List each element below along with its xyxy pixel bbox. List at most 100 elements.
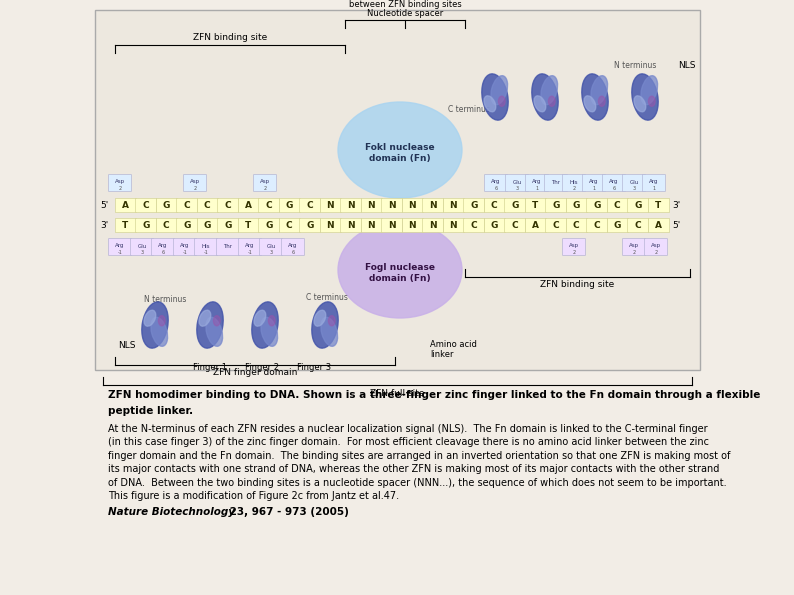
Text: C terminus: C terminus: [306, 293, 348, 302]
Text: C: C: [306, 201, 313, 209]
FancyBboxPatch shape: [402, 218, 422, 232]
Text: Finger 3: Finger 3: [297, 363, 331, 372]
FancyBboxPatch shape: [562, 174, 585, 192]
Text: FokI nuclease: FokI nuclease: [365, 142, 435, 152]
Text: T: T: [532, 201, 538, 209]
Text: finger domain and the Fn domain.  The binding sites are arranged in an inverted : finger domain and the Fn domain. The bin…: [108, 450, 730, 461]
FancyBboxPatch shape: [622, 174, 646, 192]
Text: 3': 3': [101, 221, 109, 230]
FancyBboxPatch shape: [484, 174, 507, 192]
Text: C: C: [491, 201, 498, 209]
FancyBboxPatch shape: [95, 10, 700, 370]
FancyBboxPatch shape: [197, 218, 218, 232]
Text: A: A: [245, 201, 252, 209]
Text: G: G: [142, 221, 149, 230]
Text: 23, 967 - 973 (2005): 23, 967 - 973 (2005): [226, 506, 349, 516]
Text: 2: 2: [194, 186, 197, 190]
FancyBboxPatch shape: [279, 218, 300, 232]
Text: ZFN full site: ZFN full site: [370, 389, 425, 398]
FancyBboxPatch shape: [545, 174, 568, 192]
Ellipse shape: [151, 317, 168, 346]
FancyBboxPatch shape: [586, 218, 607, 232]
Ellipse shape: [206, 317, 222, 346]
FancyBboxPatch shape: [197, 198, 218, 212]
FancyBboxPatch shape: [484, 218, 505, 232]
Text: N: N: [326, 201, 334, 209]
Text: peptide linker.: peptide linker.: [108, 406, 193, 416]
Text: N: N: [449, 221, 457, 230]
FancyBboxPatch shape: [648, 198, 669, 212]
FancyBboxPatch shape: [195, 239, 218, 255]
Text: Arg: Arg: [589, 180, 599, 184]
FancyBboxPatch shape: [504, 198, 526, 212]
FancyBboxPatch shape: [648, 218, 669, 232]
Text: Nature Biotechnology: Nature Biotechnology: [108, 506, 235, 516]
Text: Arg: Arg: [532, 180, 542, 184]
Text: 2: 2: [572, 249, 576, 255]
Ellipse shape: [142, 302, 168, 348]
Text: N: N: [449, 201, 457, 209]
Text: N: N: [408, 201, 416, 209]
FancyBboxPatch shape: [381, 218, 403, 232]
Text: 5': 5': [101, 201, 109, 209]
Text: G: G: [470, 201, 477, 209]
Text: between ZFN binding sites: between ZFN binding sites: [349, 0, 461, 9]
FancyBboxPatch shape: [603, 174, 626, 192]
Text: G: G: [593, 201, 600, 209]
Ellipse shape: [261, 317, 278, 346]
FancyBboxPatch shape: [260, 239, 283, 255]
Text: Asp: Asp: [260, 180, 270, 184]
FancyBboxPatch shape: [506, 174, 529, 192]
FancyBboxPatch shape: [258, 198, 279, 212]
Text: ZFN binding site: ZFN binding site: [193, 33, 267, 42]
FancyBboxPatch shape: [443, 198, 464, 212]
FancyBboxPatch shape: [237, 218, 259, 232]
Text: N terminus: N terminus: [614, 61, 657, 70]
Text: G: G: [163, 201, 170, 209]
FancyBboxPatch shape: [238, 239, 261, 255]
Ellipse shape: [499, 96, 505, 107]
FancyBboxPatch shape: [642, 174, 665, 192]
Text: 3: 3: [633, 186, 635, 190]
Text: G: G: [614, 221, 621, 230]
FancyBboxPatch shape: [627, 218, 648, 232]
Ellipse shape: [632, 74, 658, 120]
FancyBboxPatch shape: [218, 218, 238, 232]
Text: Glu: Glu: [512, 180, 522, 184]
Text: 6: 6: [612, 186, 615, 190]
Text: 2: 2: [633, 249, 635, 255]
Text: Arg: Arg: [288, 243, 298, 249]
Text: Arg: Arg: [245, 243, 255, 249]
FancyBboxPatch shape: [279, 198, 300, 212]
Text: N: N: [429, 221, 437, 230]
Text: N: N: [368, 221, 375, 230]
Text: Arg: Arg: [180, 243, 190, 249]
Ellipse shape: [314, 310, 326, 326]
Text: NLS: NLS: [118, 340, 136, 349]
Text: ZFN finger domain: ZFN finger domain: [213, 368, 297, 377]
Text: Glu: Glu: [137, 243, 147, 249]
FancyBboxPatch shape: [545, 218, 566, 232]
Text: its major contacts with one strand of DNA, whereas the other ZFN is making most : its major contacts with one strand of DN…: [108, 464, 719, 474]
FancyBboxPatch shape: [381, 198, 403, 212]
Text: N: N: [388, 221, 395, 230]
Ellipse shape: [252, 302, 278, 348]
Ellipse shape: [321, 317, 337, 346]
Text: G: G: [265, 221, 272, 230]
FancyBboxPatch shape: [258, 218, 279, 232]
Text: Finger 2: Finger 2: [245, 363, 279, 372]
FancyBboxPatch shape: [607, 198, 628, 212]
Text: Arg: Arg: [115, 243, 125, 249]
FancyBboxPatch shape: [586, 198, 607, 212]
Text: Asp: Asp: [190, 180, 200, 184]
FancyBboxPatch shape: [463, 218, 484, 232]
Ellipse shape: [254, 310, 266, 326]
FancyBboxPatch shape: [463, 198, 484, 212]
Text: G: G: [634, 201, 642, 209]
FancyBboxPatch shape: [526, 174, 549, 192]
Text: 5': 5': [673, 221, 680, 230]
FancyBboxPatch shape: [135, 198, 156, 212]
Ellipse shape: [214, 316, 220, 326]
Text: 2: 2: [264, 186, 267, 190]
FancyBboxPatch shape: [525, 218, 545, 232]
